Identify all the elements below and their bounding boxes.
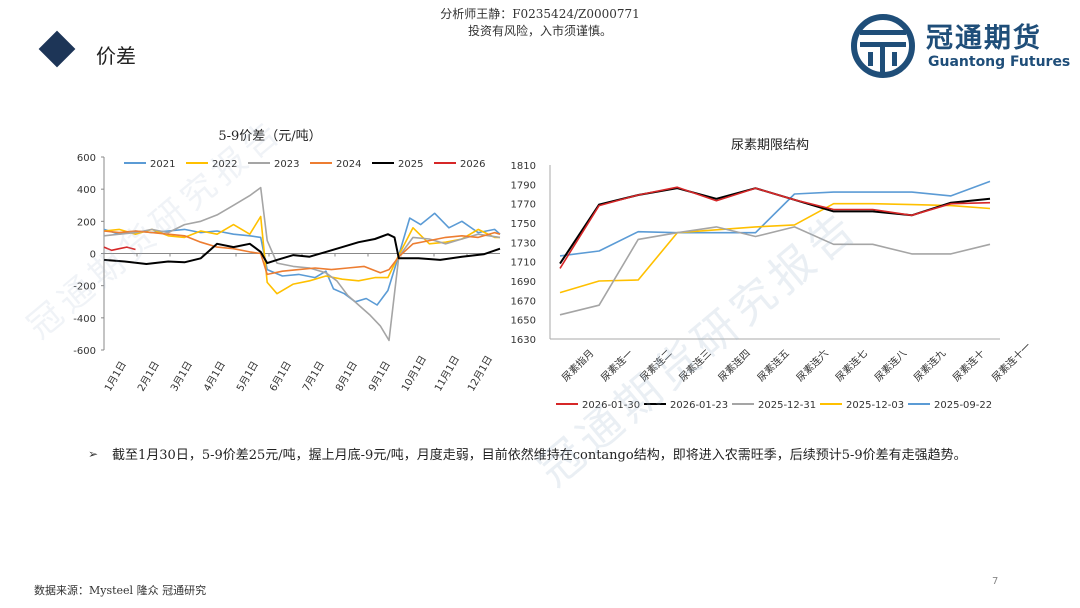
x-tick-label: 尿素连五 — [754, 347, 791, 384]
y-tick-label: 0 — [90, 250, 96, 261]
y-tick-label: 1690 — [511, 277, 536, 288]
series-line — [559, 226, 991, 316]
legend-label: 2026-01-23 — [670, 400, 728, 411]
series-line — [103, 212, 501, 306]
risk-line: 投资有风险，入市须谨慎。 — [467, 24, 612, 38]
analyst-line: 分析师王静：F0235424/Z0000771 — [440, 7, 640, 21]
x-tick-label: 尿素指月 — [559, 347, 596, 384]
y-tick-label: 1650 — [511, 316, 536, 327]
x-tick-label: 尿素连三 — [676, 347, 713, 384]
y-tick-label: 200 — [77, 217, 96, 228]
x-tick-label: 尿素连六 — [793, 347, 830, 384]
logo-name-en: Guantong Futures — [928, 54, 1071, 70]
legend-label: 2025 — [398, 159, 423, 170]
chart1-title: 5-9价差（元/吨） — [218, 129, 322, 144]
legend-label: 2026-01-30 — [582, 400, 640, 411]
legend-label: 2022 — [212, 159, 237, 170]
series-line — [103, 215, 500, 295]
y-tick-label: 1630 — [511, 335, 536, 346]
legend-label: 2026 — [460, 159, 485, 170]
logo-name-cn: 冠通期货 — [926, 23, 1042, 54]
x-tick-label: 尿素连八 — [872, 347, 909, 384]
x-tick-label: 尿素连四 — [715, 347, 752, 384]
y-tick-label: -400 — [73, 314, 96, 325]
legend-label: 2025-12-31 — [758, 400, 816, 411]
guantong-logo-icon — [851, 14, 915, 78]
y-tick-label: 1670 — [511, 296, 536, 307]
series-line — [559, 186, 991, 269]
chart2-title: 尿素期限结构 — [730, 138, 809, 153]
y-tick-label: 1770 — [511, 200, 536, 211]
x-tick-label: 尿素连十 — [950, 347, 987, 384]
x-tick-label: 尿素连十一 — [989, 340, 1034, 385]
x-tick-label: 尿素连一 — [598, 347, 635, 384]
series-line — [559, 202, 991, 294]
x-tick-label: 尿素连九 — [911, 347, 948, 384]
series-line — [559, 180, 991, 257]
legend-label: 2025-12-03 — [846, 400, 904, 411]
y-tick-label: 1750 — [511, 219, 536, 230]
y-tick-label: 400 — [77, 185, 96, 196]
analyst-header: 分析师王静：F0235424/Z0000771 投资有风险，入市须谨慎。 — [0, 6, 1080, 40]
y-tick-label: 1710 — [511, 258, 536, 269]
legend-label: 2025-09-22 — [934, 400, 992, 411]
y-tick-label: -200 — [73, 282, 96, 293]
y-tick-label: 600 — [77, 153, 96, 164]
series-line — [103, 230, 501, 276]
x-tick-label: 尿素连七 — [833, 347, 870, 384]
y-tick-label: 1790 — [511, 180, 536, 191]
y-tick-label: 1730 — [511, 238, 536, 249]
data-source: 数据来源：Mysteel 隆众 冠通研究 — [34, 584, 207, 597]
series-line — [103, 246, 136, 252]
legend-label: 2023 — [274, 159, 299, 170]
legend-label: 2021 — [150, 159, 175, 170]
page-number: 7 — [992, 576, 999, 587]
bullet-marker: ➢ — [88, 447, 99, 461]
term-structure-chart: 1810 1790 1770 1750 1730 1710 1690 1670 1650 1630… — [511, 161, 1034, 411]
series-line — [103, 233, 501, 265]
y-tick-label: 1810 — [511, 161, 536, 172]
legend-label: 2024 — [336, 159, 361, 170]
commentary-text: 截至1月30日，5-9价差25元/吨，握上月底-9元/吨，月度走弱，目前依然维持… — [112, 448, 967, 463]
x-tick-label: 尿素连二 — [637, 347, 674, 384]
section-title: 价差 — [96, 44, 136, 68]
y-tick-label: -600 — [73, 346, 96, 357]
